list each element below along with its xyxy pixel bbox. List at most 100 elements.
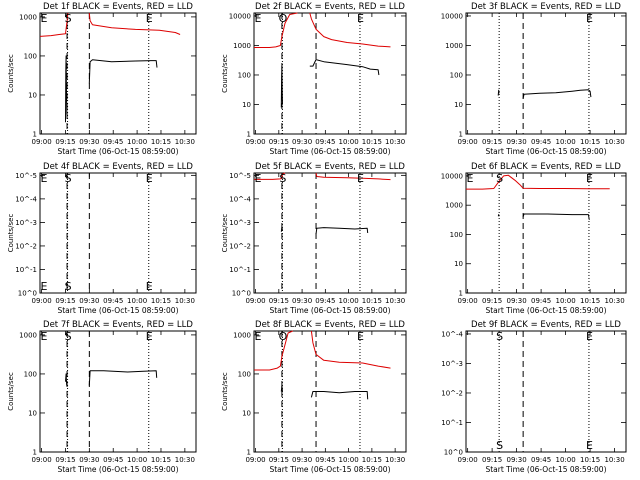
x-axis-label: Start Time (06-Oct-15 08:59:00) xyxy=(269,306,390,315)
events-series-line xyxy=(88,370,158,386)
x-tick-label: 09:00 xyxy=(245,297,265,305)
x-tick-label: 09:15 xyxy=(482,138,502,146)
x-tick-label: 10:30 xyxy=(175,297,195,305)
event-marker-label-bottom: S xyxy=(65,280,72,293)
y-tick-label: 1000 xyxy=(233,42,251,50)
event-marker-label: E xyxy=(586,12,593,25)
x-tick-label: 10:00 xyxy=(339,297,359,305)
x-tick-label: 09:00 xyxy=(458,297,478,305)
x-tick-label: 09:00 xyxy=(458,456,478,464)
events-series-line xyxy=(522,213,590,220)
plot-frame xyxy=(465,12,627,135)
event-marker-label: O xyxy=(279,12,288,25)
y-tick-label: 10 xyxy=(454,101,463,109)
plot-frame xyxy=(465,172,627,294)
y-tick-label: 1 xyxy=(459,131,463,139)
x-tick-label: 09:30 xyxy=(79,297,99,305)
event-marker-label-bottom: S xyxy=(496,439,503,452)
detector-panel-6: Det 6f BLACK = Events, RED = LLD 09:00 09:… xyxy=(441,162,627,315)
x-tick-label: 10:30 xyxy=(175,456,195,464)
y-tick-label: 10^-3 xyxy=(229,219,251,227)
x-tick-label: 09:45 xyxy=(315,456,335,464)
event-marker-label: E xyxy=(586,330,593,343)
panel-title: Det 7f BLACK = Events, RED = LLD xyxy=(43,320,193,330)
x-tick-label: 09:15 xyxy=(55,297,75,305)
x-tick-label: 10:00 xyxy=(127,456,147,464)
x-tick-label: 10:30 xyxy=(604,297,624,305)
event-marker-label: E xyxy=(255,330,262,343)
x-tick-label: 10:30 xyxy=(385,456,405,464)
y-tick-label: 10^-2 xyxy=(229,242,251,250)
event-marker-label: S xyxy=(496,172,503,185)
lld-series-line xyxy=(39,12,69,37)
event-marker-label: E xyxy=(41,330,48,343)
x-tick-label: 09:00 xyxy=(31,297,51,305)
y-tick-label: 10 xyxy=(454,260,463,268)
x-axis-label: Start Time (06-Oct-15 08:59:00) xyxy=(269,147,390,156)
y-axis-label: Counts/sec xyxy=(7,372,15,411)
events-series-line xyxy=(522,89,592,99)
y-tick-label: 10^-3 xyxy=(15,219,37,227)
x-tick-label: 09:15 xyxy=(269,297,289,305)
event-marker-label: E xyxy=(146,172,153,185)
y-tick-label: 10^-5 xyxy=(229,172,251,180)
x-axis-label: Start Time (06-Oct-15 08:59:00) xyxy=(269,465,390,474)
y-tick-label: 100 xyxy=(24,52,37,60)
x-tick-label: 09:15 xyxy=(269,138,289,146)
lld-series-line xyxy=(254,12,298,48)
detector-panel-7: Det 7f BLACK = Events, RED = LLD 09:00 09:… xyxy=(7,320,197,474)
event-marker-label: O xyxy=(279,330,288,343)
x-tick-label: 09:45 xyxy=(531,456,551,464)
y-tick-label: 100 xyxy=(450,71,463,79)
x-tick-label: 09:30 xyxy=(79,138,99,146)
plot-frame xyxy=(465,330,627,453)
y-tick-label: 10^-2 xyxy=(441,389,463,397)
y-tick-label: 10^-5 xyxy=(15,172,37,180)
x-tick-label: 09:30 xyxy=(507,297,527,305)
x-tick-label: 10:15 xyxy=(580,138,600,146)
detector-panel-9: Det 9f BLACK = Events, RED = LLD 09:00 09:… xyxy=(441,320,627,474)
panel-title: Det 8f BLACK = Events, RED = LLD xyxy=(255,320,405,330)
plot-frame xyxy=(253,172,407,294)
events-series-line xyxy=(88,59,158,84)
x-tick-label: 10:30 xyxy=(385,297,405,305)
x-tick-label: 09:45 xyxy=(531,138,551,146)
y-tick-label: 1000 xyxy=(445,202,463,210)
y-tick-label: 10000 xyxy=(441,12,463,20)
panel-title: Det 4f BLACK = Events, RED = LLD xyxy=(43,162,193,172)
detector-panel-2: Det 2f BLACK = Events, RED = LLD 09:00 09:… xyxy=(221,2,407,156)
y-tick-label: 10^-2 xyxy=(15,242,37,250)
x-tick-label: 10:30 xyxy=(604,456,624,464)
y-axis-label: Counts/sec xyxy=(221,214,229,253)
x-tick-label: 09:45 xyxy=(315,138,335,146)
x-tick-label: 09:30 xyxy=(507,456,527,464)
y-tick-label: 1000 xyxy=(233,331,251,339)
event-marker-label-bottom: E xyxy=(586,439,593,452)
y-tick-label: 100 xyxy=(238,370,251,378)
x-tick-label: 09:00 xyxy=(31,456,51,464)
event-marker-label: E xyxy=(146,330,153,343)
x-tick-label: 09:30 xyxy=(507,138,527,146)
x-tick-label: 09:45 xyxy=(531,297,551,305)
detector-panel-1: Det 1f BLACK = Events, RED = LLD 09:00 09:… xyxy=(7,2,197,156)
y-tick-label: 10^-4 xyxy=(441,330,463,338)
y-tick-label: 10^-4 xyxy=(15,195,37,203)
x-axis-label: Start Time (06-Oct-15 08:59:00) xyxy=(57,147,178,156)
x-axis-label: Start Time (06-Oct-15 08:59:00) xyxy=(485,465,606,474)
event-marker-label: E xyxy=(467,172,474,185)
event-marker-label: E xyxy=(255,12,262,25)
panel-title: Det 6f BLACK = Events, RED = LLD xyxy=(471,162,621,172)
x-tick-label: 09:00 xyxy=(458,138,478,146)
event-marker-label: E xyxy=(255,172,262,185)
x-tick-label: 10:30 xyxy=(175,138,195,146)
x-tick-label: 10:00 xyxy=(555,138,575,146)
lld-series-line xyxy=(466,174,610,190)
plot-frame xyxy=(39,172,197,294)
x-tick-label: 10:15 xyxy=(362,297,382,305)
x-tick-label: 10:15 xyxy=(362,138,382,146)
x-tick-label: 10:00 xyxy=(127,297,147,305)
y-tick-label: 10^-1 xyxy=(229,266,251,274)
x-tick-label: 09:00 xyxy=(245,456,265,464)
panel-title: Det 9f BLACK = Events, RED = LLD xyxy=(471,320,621,330)
x-tick-label: 10:30 xyxy=(385,138,405,146)
